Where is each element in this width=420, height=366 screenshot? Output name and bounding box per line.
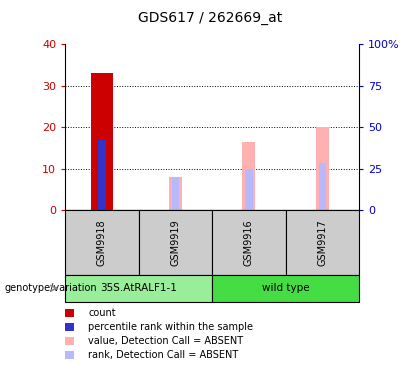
Text: GDS617 / 262669_at: GDS617 / 262669_at [138, 11, 282, 25]
Text: rank, Detection Call = ABSENT: rank, Detection Call = ABSENT [88, 350, 239, 360]
Text: percentile rank within the sample: percentile rank within the sample [88, 322, 253, 332]
Text: value, Detection Call = ABSENT: value, Detection Call = ABSENT [88, 336, 243, 346]
Bar [245, 169, 252, 210]
Bar [319, 163, 326, 210]
Bar [242, 142, 255, 210]
Bar [98, 140, 105, 210]
Bar [172, 177, 179, 210]
Text: wild type: wild type [262, 283, 310, 293]
Text: count: count [88, 308, 116, 318]
Text: GSM9919: GSM9919 [171, 219, 180, 266]
Text: GSM9916: GSM9916 [244, 219, 254, 266]
Bar [169, 177, 182, 210]
Text: GSM9917: GSM9917 [318, 219, 327, 266]
Text: GSM9918: GSM9918 [97, 219, 107, 266]
Bar [91, 73, 113, 210]
Bar [316, 127, 329, 210]
Text: 35S.AtRALF1-1: 35S.AtRALF1-1 [100, 283, 177, 293]
Text: genotype/variation: genotype/variation [4, 283, 97, 293]
